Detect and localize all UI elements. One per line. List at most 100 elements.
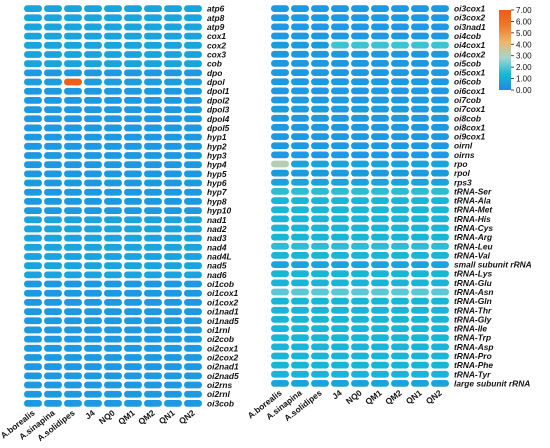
heatmap-cell-oi2rnl-a-borealis xyxy=(24,390,42,398)
heatmap-cell-oi8cox1-qn2 xyxy=(431,124,449,131)
heatmap-cell-trna-glu-nq0 xyxy=(351,279,369,287)
heatmap-cell-hyp1-qm1 xyxy=(124,133,142,141)
row-label-oi6cox1: oi6cox1 xyxy=(454,86,486,96)
heatmap-cell-trna-ile-a-sinapina xyxy=(291,325,309,332)
heatmap-cell-trna-met-j4 xyxy=(331,206,349,214)
heatmap-cell-oi2nad1-qn1 xyxy=(164,363,182,371)
heatmap-cell-nad2-qn1 xyxy=(164,225,182,233)
heatmap-cell-oi2rnl-j4 xyxy=(84,390,102,398)
heatmap-cell-trna-val-qn2 xyxy=(431,252,449,259)
heatmap-cell-trna-val-a-sinapina xyxy=(291,252,309,259)
heatmap-cell-oi3nad1-qm1 xyxy=(371,23,389,31)
heatmap-cell-nad3-qn1 xyxy=(164,234,182,242)
heatmap-cell-cob-qn1 xyxy=(164,60,182,68)
heatmap-cell-oi7cox1-nq0 xyxy=(351,105,369,113)
heatmap-cell-oi3cob-qm1 xyxy=(124,400,142,407)
heatmap-cell-oi1nad5-qn1 xyxy=(164,317,182,325)
heatmap-cell-oi5cob-qn1 xyxy=(411,60,429,67)
row-label-dpol2: dpol2 xyxy=(207,95,230,105)
heatmap-cell-oi6cox1-a-solidipes xyxy=(311,87,329,95)
heatmap-cell-dpol4-qn1 xyxy=(164,115,182,123)
heatmap-cell-trna-ser-qn1 xyxy=(411,188,429,195)
heatmap-cell-oi3cox1-qn1 xyxy=(411,5,429,12)
heatmap-cell-trna-trp-qn2 xyxy=(431,334,449,342)
heatmap-cell-rps3-qn2 xyxy=(431,178,449,186)
heatmap-cell-trna-asp-qm1 xyxy=(371,343,389,351)
heatmap-cell-oi1nad5-qn2 xyxy=(184,317,202,325)
heatmap-cell-oi2rnl-qn2 xyxy=(184,390,202,398)
heatmap-cell-nad5-a-sinapina xyxy=(44,262,62,270)
heatmap-cell-oirns-a-solidipes xyxy=(311,151,329,159)
row-label-trna-gly: tRNA-Gly xyxy=(454,314,492,324)
heatmap-cell-hyp3-qn1 xyxy=(164,152,182,159)
heatmap-cell-trna-asp-qn1 xyxy=(411,343,429,351)
heatmap-cell-oi7cox1-qn1 xyxy=(411,105,429,113)
heatmap-cell-dpo-j4 xyxy=(84,69,102,77)
heatmap-cell-hyp2-qm2 xyxy=(144,142,162,150)
heatmap-cell-oi4cox1-qm1 xyxy=(371,41,389,49)
row-label-cob: cob xyxy=(207,59,222,69)
row-label-oi5cob: oi5cob xyxy=(454,58,481,68)
heatmap-cell-trna-phe-nq0 xyxy=(351,361,369,369)
heatmap-cell-oi2rns-qm1 xyxy=(124,381,142,389)
heatmap-cell-trna-phe-a-borealis xyxy=(271,361,289,369)
heatmap-cell-oi7cob-qm1 xyxy=(371,96,389,104)
row-label-nad4l: nad4L xyxy=(207,252,232,262)
heatmap-cell-oi1nad5-a-sinapina xyxy=(44,317,62,325)
heatmap-cell-dpol1-qn1 xyxy=(164,87,182,95)
heatmap-cell-oi9cox1-a-sinapina xyxy=(291,133,309,140)
row-label-oi2nad5: oi2nad5 xyxy=(207,371,239,381)
heatmap-cell-oi2rnl-nq0 xyxy=(104,390,122,398)
row-label-large-subunit-rrna: large subunit rRNA xyxy=(454,378,530,388)
row-label-nad4: nad4 xyxy=(207,242,227,252)
heatmap-cell-oi4cox2-nq0 xyxy=(351,50,369,58)
heatmap-cell-nad4-qm2 xyxy=(144,243,162,251)
heatmap-cell-rps3-j4 xyxy=(331,178,349,186)
heatmap-cell-rps3-qm2 xyxy=(391,178,409,186)
heatmap-cell-atp9-j4 xyxy=(84,23,102,31)
row-label-nad3: nad3 xyxy=(207,233,227,243)
heatmap-cell-oi2cob-a-borealis xyxy=(24,335,42,343)
heatmap-cell-hyp8-a-sinapina xyxy=(44,198,62,205)
heatmap-cell-nad3-nq0 xyxy=(104,234,122,242)
heatmap-cell-oi1cox2-a-sinapina xyxy=(44,299,62,306)
heatmap-cell-nad4-a-sinapina xyxy=(44,243,62,251)
colorbar: 0.00 1.00 2.00 3.00 4.00 5.00 6.00 7.00 xyxy=(499,6,532,95)
heatmap-cell-dpol-qm2 xyxy=(144,78,162,86)
heatmap-cell-dpol5-nq0 xyxy=(104,124,122,132)
heatmap-cell-oirnl-a-borealis xyxy=(271,142,289,150)
heatmap-cell-trna-glu-a-sinapina xyxy=(291,279,309,287)
heatmap-cell-oi2nad1-qn2 xyxy=(184,363,202,371)
heatmap-cell-oi6cob-a-borealis xyxy=(271,78,289,86)
heatmap-cell-nad4l-qn2 xyxy=(184,253,202,260)
row-label-dpol1: dpol1 xyxy=(207,86,230,96)
col-label-qm2: QM2 xyxy=(136,407,157,426)
heatmap-cell-oi2nad5-a-sinapina xyxy=(44,372,62,380)
row-label-hyp7: hyp7 xyxy=(207,187,227,197)
heatmap-cell-dpol2-qm1 xyxy=(124,97,142,104)
row-label-atp9: atp9 xyxy=(207,22,225,32)
heatmap-cell-small-subunit-rrna-qm1 xyxy=(371,261,389,268)
heatmap-cell-oi2rnl-qm1 xyxy=(124,390,142,398)
heatmap-cell-oi3cox2-qm2 xyxy=(391,14,409,22)
heatmap-cell-nad1-qm1 xyxy=(124,216,142,224)
heatmap-cell-oirnl-nq0 xyxy=(351,142,369,150)
heatmap-cell-nad5-j4 xyxy=(84,262,102,270)
heatmap-cell-trna-tyr-a-sinapina xyxy=(291,370,309,378)
colorbar-tick-label: 1.00 xyxy=(516,75,532,84)
heatmap-cell-hyp8-j4 xyxy=(84,198,102,205)
heatmap-cell-atp6-a-sinapina xyxy=(44,5,62,12)
row-label-dpol3: dpol3 xyxy=(207,105,230,115)
heatmap-cell-dpo-qm2 xyxy=(144,69,162,77)
heatmap-cell-trna-lys-qn2 xyxy=(431,270,449,278)
heatmap-cell-oi2cox2-a-borealis xyxy=(24,354,42,361)
row-label-oi4cox1: oi4cox1 xyxy=(454,40,486,50)
heatmap-cell-oi3nad1-a-borealis xyxy=(271,23,289,31)
heatmap-cell-nad2-a-sinapina xyxy=(44,225,62,233)
heatmap-cell-oi7cob-a-borealis xyxy=(271,96,289,104)
heatmap-cell-oi3cox2-a-borealis xyxy=(271,14,289,22)
heatmap-cell-cob-qm1 xyxy=(124,60,142,68)
heatmap-cell-oi1nad1-nq0 xyxy=(104,308,122,315)
heatmap-cell-oi6cox1-qm1 xyxy=(371,87,389,95)
heatmap-cell-hyp7-nq0 xyxy=(104,188,122,196)
